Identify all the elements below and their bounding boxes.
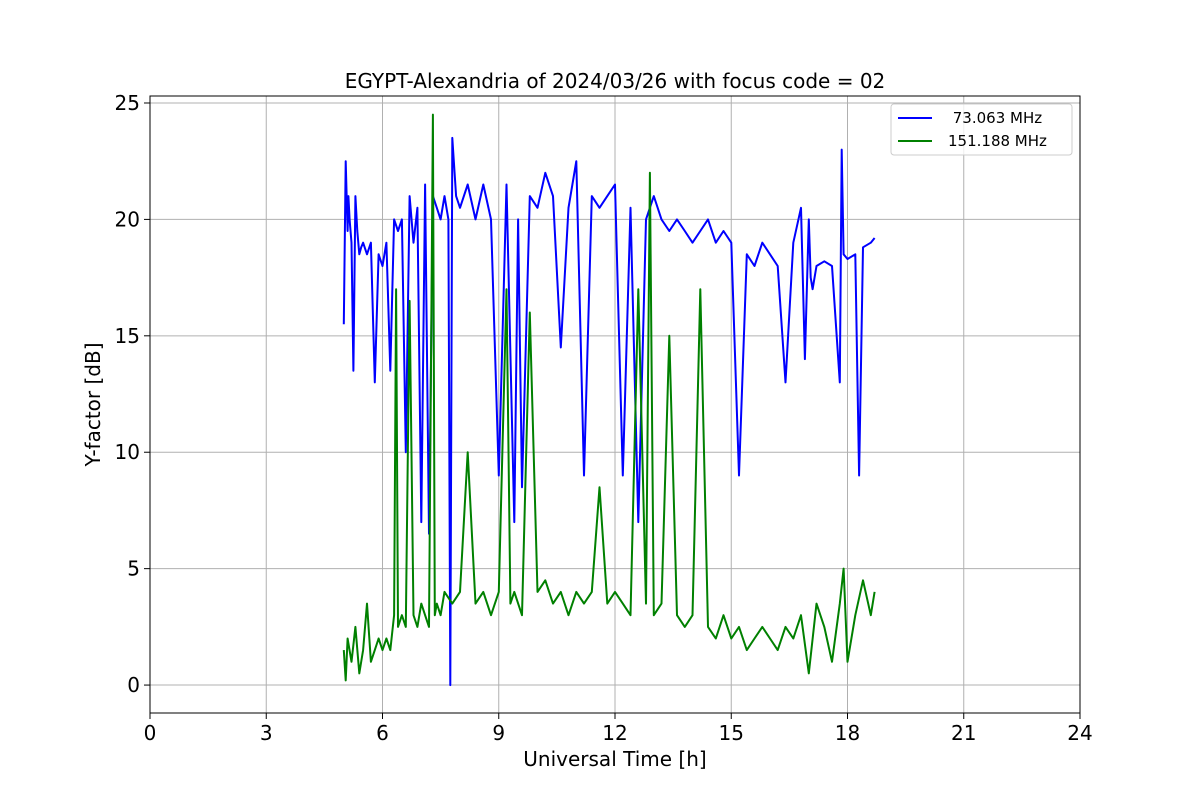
- legend-box: [890, 103, 1073, 156]
- y-axis-ticks: 0 5 10 15 20 25: [115, 91, 150, 697]
- x-tick-label: 3: [260, 721, 273, 745]
- series-line-2: [342, 113, 876, 682]
- legend-label-series-2: 151.188 MHz: [948, 132, 1047, 150]
- series-line-1: [342, 136, 876, 687]
- y-tick-label: 15: [115, 324, 140, 348]
- x-axis-ticks: 0 3 6 9 12 15 18 21 24: [144, 713, 1093, 745]
- legend: 73.063 MHz 151.188 MHz: [890, 103, 1073, 156]
- x-tick-label: 24: [1067, 721, 1092, 745]
- y-tick-label: 0: [127, 673, 140, 697]
- y-tick-label: 25: [115, 91, 140, 115]
- x-tick-label: 9: [492, 721, 505, 745]
- y-axis-label: Y-factor [dB]: [81, 342, 105, 467]
- x-tick-label: 21: [951, 721, 976, 745]
- x-tick-label: 6: [376, 721, 389, 745]
- y-tick-label: 20: [115, 207, 140, 231]
- legend-label-series-1: 73.063 MHz: [948, 109, 1042, 127]
- plot-layer: [342, 113, 876, 687]
- y-tick-label: 5: [127, 557, 140, 581]
- x-tick-label: 15: [719, 721, 744, 745]
- x-tick-label: 0: [144, 721, 157, 745]
- x-tick-label: 12: [602, 721, 627, 745]
- x-tick-label: 18: [835, 721, 860, 745]
- x-axis-label: Universal Time [h]: [523, 747, 706, 771]
- chart-title: EGYPT-Alexandria of 2024/03/26 with focu…: [345, 69, 886, 93]
- y-tick-label: 10: [115, 440, 140, 464]
